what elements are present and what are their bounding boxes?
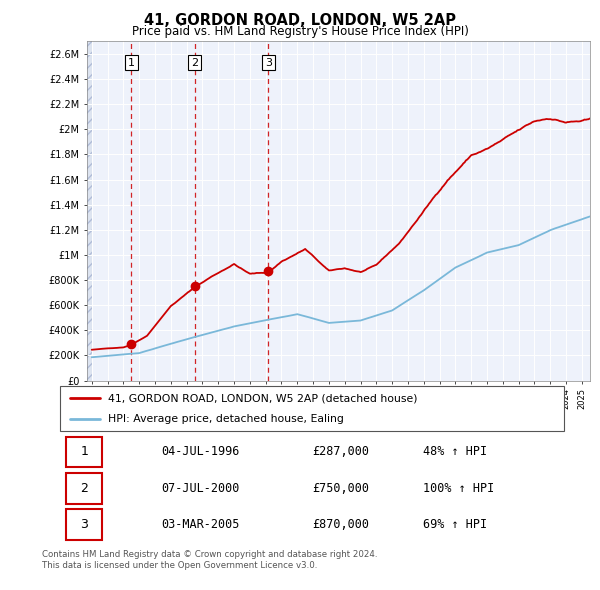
Text: HPI: Average price, detached house, Ealing: HPI: Average price, detached house, Eali… xyxy=(108,414,344,424)
Text: Contains HM Land Registry data © Crown copyright and database right 2024.: Contains HM Land Registry data © Crown c… xyxy=(42,550,377,559)
Text: £287,000: £287,000 xyxy=(312,445,369,458)
Text: 03-MAR-2005: 03-MAR-2005 xyxy=(161,518,239,531)
FancyBboxPatch shape xyxy=(66,509,103,540)
Text: 04-JUL-1996: 04-JUL-1996 xyxy=(161,445,239,458)
Text: 1: 1 xyxy=(80,445,88,458)
Text: This data is licensed under the Open Government Licence v3.0.: This data is licensed under the Open Gov… xyxy=(42,560,317,569)
Text: 69% ↑ HPI: 69% ↑ HPI xyxy=(423,518,487,531)
Text: 3: 3 xyxy=(265,58,272,68)
Text: 1: 1 xyxy=(128,58,135,68)
FancyBboxPatch shape xyxy=(60,386,564,431)
Text: 41, GORDON ROAD, LONDON, W5 2AP: 41, GORDON ROAD, LONDON, W5 2AP xyxy=(144,13,456,28)
Text: 3: 3 xyxy=(80,518,88,531)
Text: 07-JUL-2000: 07-JUL-2000 xyxy=(161,481,239,495)
Bar xyxy=(87,41,92,381)
Text: Price paid vs. HM Land Registry's House Price Index (HPI): Price paid vs. HM Land Registry's House … xyxy=(131,25,469,38)
Text: 48% ↑ HPI: 48% ↑ HPI xyxy=(423,445,487,458)
Text: 100% ↑ HPI: 100% ↑ HPI xyxy=(423,481,494,495)
Text: 2: 2 xyxy=(191,58,198,68)
FancyBboxPatch shape xyxy=(66,473,103,503)
Text: 41, GORDON ROAD, LONDON, W5 2AP (detached house): 41, GORDON ROAD, LONDON, W5 2AP (detache… xyxy=(108,394,418,404)
Text: 2: 2 xyxy=(80,481,88,495)
Text: £870,000: £870,000 xyxy=(312,518,369,531)
Text: £750,000: £750,000 xyxy=(312,481,369,495)
FancyBboxPatch shape xyxy=(66,437,103,467)
